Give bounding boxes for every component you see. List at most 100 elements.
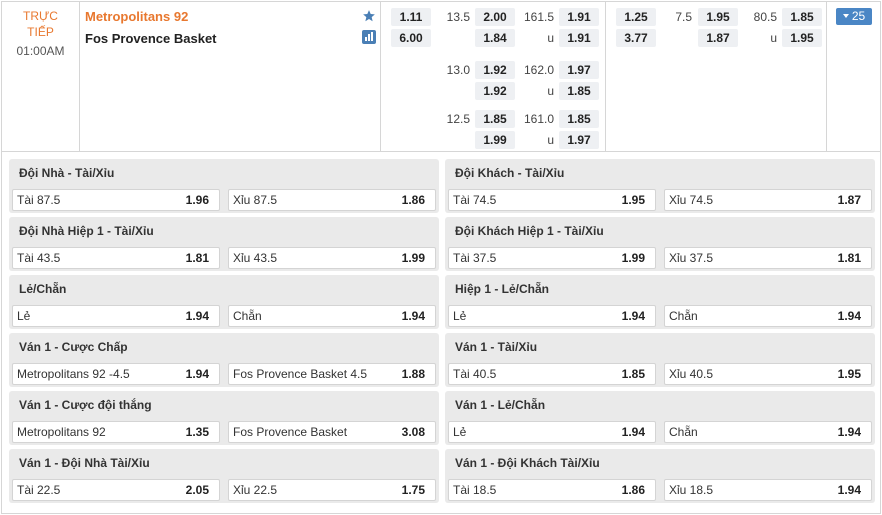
h1-handicap-home-odd[interactable]: 1.95 [698,8,738,26]
selection-left[interactable]: Tài 43.5 1.81 [12,247,220,269]
ml-away-odd[interactable]: 6.00 [391,29,431,47]
selection-name: Chẵn [233,309,262,323]
selection-price: 1.99 [401,251,425,265]
selection-right[interactable]: Xỉu 22.5 1.75 [228,479,436,501]
market-panel: Đội Khách - Tài/Xỉu Tài 74.5 1.95 Xỉu 74.5 1… [445,159,875,213]
market-title: Ván 1 - Đội Khách Tài/Xỉu [455,456,600,470]
market-title: Hiệp 1 - Lẻ/Chẵn [455,282,550,296]
selection-price: 1.87 [837,193,861,207]
selection-right[interactable]: Xỉu 74.5 1.87 [664,189,872,211]
market-title: Ván 1 - Cược Chấp [19,340,128,354]
selection-right[interactable]: Chẵn 1.94 [664,305,872,327]
selection-name: Xỉu 74.5 [669,193,714,207]
selection-left[interactable]: Metropolitans 92 1.35 [12,421,220,443]
selection-right[interactable]: Xỉu 87.5 1.86 [228,189,436,211]
handicap-line: 13.0 [446,63,470,77]
selection-left[interactable]: Tài 37.5 1.99 [448,247,656,269]
selection-name: Chẵn [669,425,698,439]
stats-chart-icon[interactable] [362,30,376,44]
selection-price: 1.94 [837,309,861,323]
selection-left[interactable]: Lẻ 1.94 [12,305,220,327]
h1-ml-away-odd[interactable]: 3.77 [616,29,656,47]
selection-left[interactable]: Tài 40.5 1.85 [448,363,656,385]
total-under-odd[interactable]: 1.91 [559,29,599,47]
market-panel: Ván 1 - Tài/Xỉu Tài 40.5 1.85 Xỉu 40.5 1.95 [445,333,875,387]
selection-name: Xỉu 43.5 [233,251,278,265]
selection-right[interactable]: Chẵn 1.94 [664,421,872,443]
selection-right[interactable]: Fos Provence Basket 3.08 [228,421,436,443]
selection-left[interactable]: Tài 22.5 2.05 [12,479,220,501]
market-title: Ván 1 - Đội Nhà Tài/Xỉu [19,456,150,470]
under-label: u [770,31,777,45]
selection-price: 1.95 [837,367,861,381]
total-under-odd[interactable]: 1.97 [559,131,599,149]
selection-right[interactable]: Fos Provence Basket 4.5 1.88 [228,363,436,385]
handicap-away-odd[interactable]: 1.92 [475,82,515,100]
selection-left[interactable]: Tài 87.5 1.96 [12,189,220,211]
selection-left[interactable]: Lẻ 1.94 [448,421,656,443]
total-over-odd[interactable]: 1.85 [559,110,599,128]
selection-name: Lẻ [453,309,467,323]
live-status-line2: TIẾP [27,25,54,39]
h1-ml-home-odd[interactable]: 1.25 [616,8,656,26]
selection-price: 1.88 [401,367,425,381]
live-status-line1: TRỰC [23,9,58,23]
selection-price: 1.81 [185,251,209,265]
selection-right[interactable]: Xỉu 40.5 1.95 [664,363,872,385]
selection-left[interactable]: Tài 74.5 1.95 [448,189,656,211]
total-line: 161.0 [523,112,554,126]
handicap-home-odd[interactable]: 1.92 [475,61,515,79]
more-markets-button[interactable]: 25 [836,8,872,25]
selection-name: Tài 43.5 [17,251,61,265]
market-title: Ván 1 - Tài/Xỉu [455,340,538,354]
selection-price: 1.86 [401,193,425,207]
selection-name: Tài 37.5 [453,251,497,265]
home-team-name: Metropolitans 92 [85,9,189,24]
h1-total-over-odd[interactable]: 1.85 [782,8,822,26]
selection-price: 1.85 [621,367,645,381]
selection-name: Xỉu 22.5 [233,483,278,497]
handicap-line: 13.5 [446,10,470,24]
market-panel: Đội Khách Hiệp 1 - Tài/Xỉu Tài 37.5 1.99 Xỉ… [445,217,875,271]
away-team-name: Fos Provence Basket [85,31,217,46]
market-panel: Ván 1 - Đội Nhà Tài/Xỉu Tài 22.5 2.05 Xỉu 2… [9,449,439,503]
market-title: Ván 1 - Lẻ/Chẵn [455,398,546,412]
selection-left[interactable]: Tài 18.5 1.86 [448,479,656,501]
selection-price: 1.35 [185,425,209,439]
handicap-away-odd[interactable]: 1.99 [475,131,515,149]
under-label: u [547,133,554,147]
total-under-odd[interactable]: 1.85 [559,82,599,100]
h1-total-under-odd[interactable]: 1.95 [782,29,822,47]
selection-price: 2.05 [185,483,209,497]
handicap-home-odd[interactable]: 1.85 [475,110,515,128]
total-over-odd[interactable]: 1.91 [559,8,599,26]
selection-name: Xỉu 40.5 [669,367,714,381]
selection-right[interactable]: Chẵn 1.94 [228,305,436,327]
match-time: 01:00AM [16,44,65,58]
selection-left[interactable]: Metropolitans 92 -4.5 1.94 [12,363,220,385]
ml-home-odd[interactable]: 1.11 [391,8,431,26]
selection-right[interactable]: Xỉu 18.5 1.94 [664,479,872,501]
selection-right[interactable]: Xỉu 37.5 1.81 [664,247,872,269]
selection-right[interactable]: Xỉu 43.5 1.99 [228,247,436,269]
selection-name: Tài 74.5 [453,193,497,207]
total-line: 161.5 [523,10,554,24]
match-time-cell: TRỰC TIẾP 01:00AM [2,2,80,152]
h1-handicap-away-odd[interactable]: 1.87 [698,29,738,47]
selection-name: Xỉu 18.5 [669,483,714,497]
selection-name: Xỉu 87.5 [233,193,278,207]
handicap-away-odd[interactable]: 1.84 [475,29,515,47]
selection-price: 1.94 [621,425,645,439]
market-title: Đội Khách Hiệp 1 - Tài/Xỉu [455,224,604,238]
selection-name: Tài 87.5 [17,193,61,207]
favorite-star-icon[interactable] [362,9,376,23]
handicap-home-odd[interactable]: 2.00 [475,8,515,26]
selection-name: Chẵn [669,309,698,323]
market-title: Lẻ/Chẵn [19,282,67,296]
selection-price: 1.94 [185,309,209,323]
market-panel: Ván 1 - Cược đội thắng Metropolitans 92 1.… [9,391,439,445]
selection-left[interactable]: Lẻ 1.94 [448,305,656,327]
total-over-odd[interactable]: 1.97 [559,61,599,79]
caret-down-icon [842,14,849,18]
match-row: TRỰC TIẾP 01:00AM Metropolitans 92 Fos P… [2,2,880,152]
